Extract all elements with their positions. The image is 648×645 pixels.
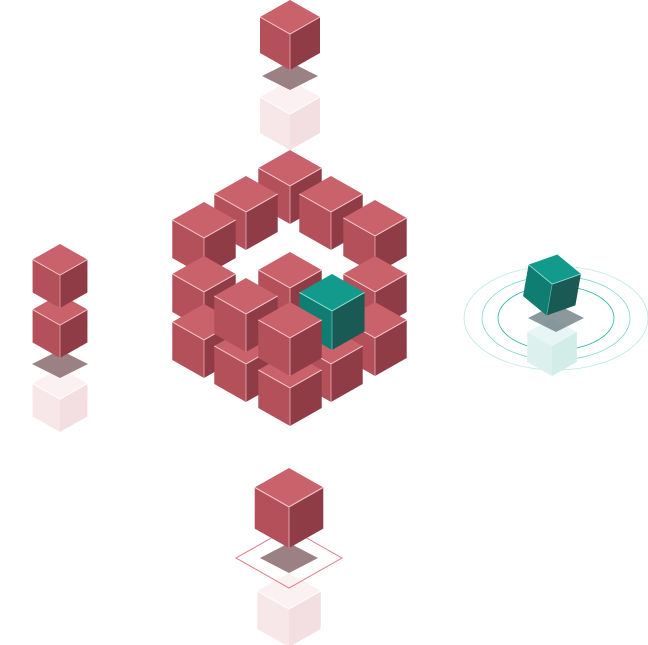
- shadow: [260, 543, 318, 573]
- right-teal-cube-with-rings: [463, 249, 648, 376]
- teal-cube: [519, 249, 585, 321]
- top-floating-cube: [259, 0, 321, 151]
- outline-plate: [234, 527, 344, 589]
- cube-upper: [32, 243, 88, 309]
- ghost-reflection: [259, 79, 321, 151]
- main-cube-cluster: [171, 149, 408, 427]
- bottom-floating-cube: [234, 467, 344, 645]
- ghost-reflection: [256, 572, 322, 645]
- shadow: [32, 350, 88, 378]
- cube: [254, 467, 324, 549]
- left-stacked-cubes: [32, 243, 88, 433]
- cube: [259, 0, 321, 71]
- shadow: [262, 62, 318, 90]
